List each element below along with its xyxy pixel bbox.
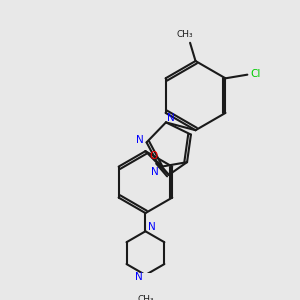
Text: N: N <box>151 167 159 177</box>
Text: CH₃: CH₃ <box>176 30 193 39</box>
Text: N: N <box>167 113 174 123</box>
Text: N: N <box>135 272 143 282</box>
Text: O: O <box>149 151 158 161</box>
Text: CH₃: CH₃ <box>137 295 154 300</box>
Text: N: N <box>148 222 156 232</box>
Text: N: N <box>136 135 144 145</box>
Text: Cl: Cl <box>250 69 261 79</box>
